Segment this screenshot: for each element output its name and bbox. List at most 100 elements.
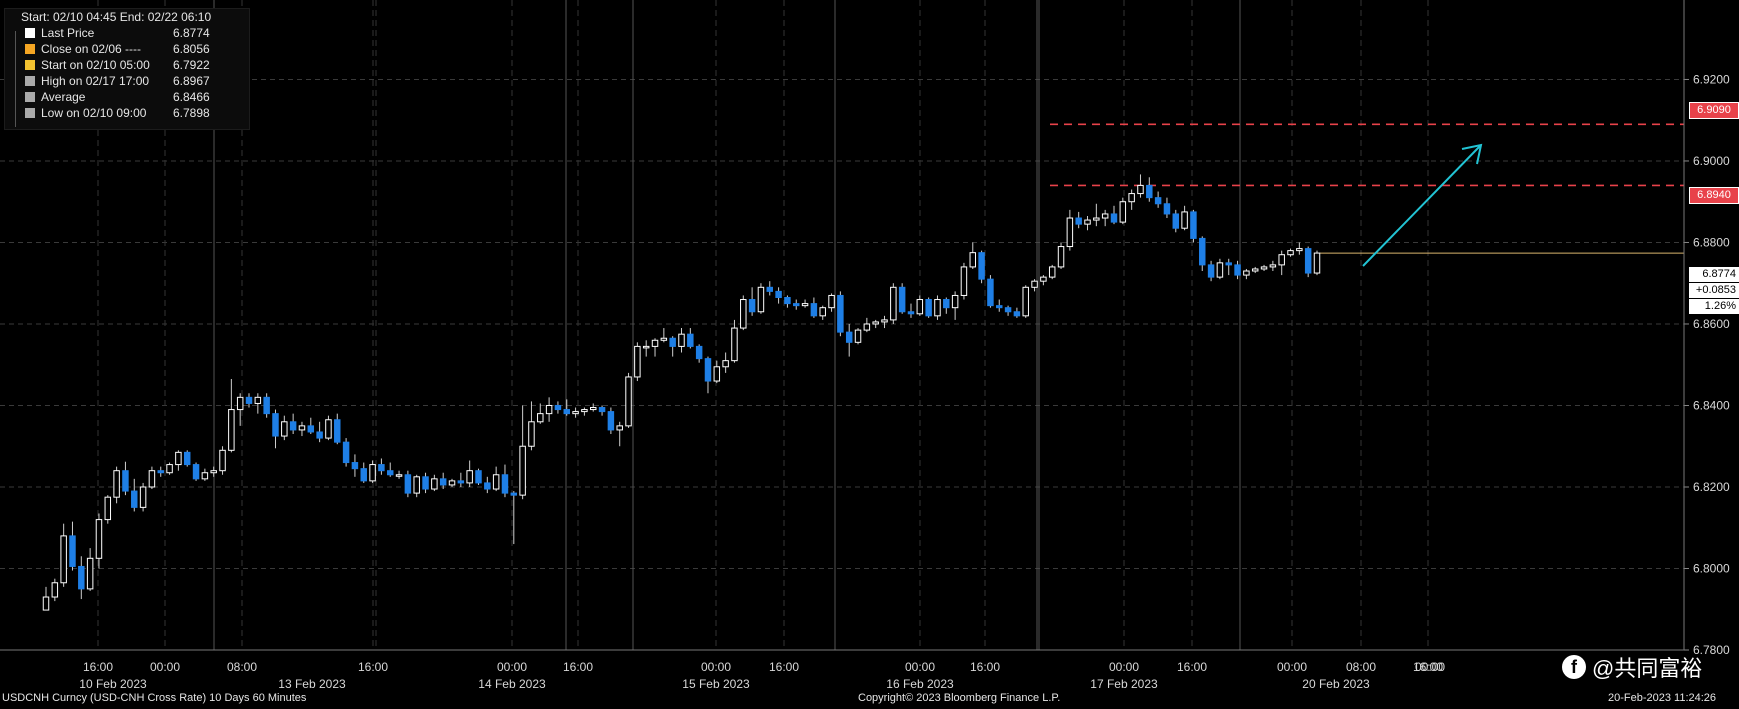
- candle-body-up: [113, 470, 120, 498]
- y-tick-label: 6.9200: [1693, 72, 1730, 86]
- candle-body-up: [492, 474, 500, 490]
- candle-body-down: [69, 535, 76, 567]
- legend-value: 6.8056: [173, 42, 210, 56]
- candle-body-down: [607, 411, 615, 431]
- candle-body-up: [1084, 219, 1091, 225]
- candle: [907, 303, 915, 318]
- up-arrow-annotation: [1362, 143, 1483, 267]
- candle: [784, 295, 791, 308]
- candle-body-down: [907, 311, 915, 315]
- candle: [519, 405, 526, 500]
- candle-body-up: [589, 407, 597, 411]
- candle-body-up: [678, 333, 685, 347]
- candle-body-down: [695, 345, 703, 360]
- candle: [148, 466, 156, 490]
- candle-body-up: [228, 409, 235, 451]
- legend-row: Start on 02/10 05:00 6.7922: [5, 57, 249, 73]
- candle-body-up: [51, 582, 59, 598]
- candle-body-down: [342, 441, 350, 464]
- x-tick-label: 00:00: [1415, 660, 1445, 674]
- candle: [563, 399, 570, 416]
- candle: [69, 521, 76, 571]
- candle: [704, 356, 712, 394]
- candle: [722, 352, 729, 373]
- arrow-shaft: [1362, 145, 1481, 267]
- candle-body-down: [978, 252, 985, 280]
- x-tick-label: 16:00: [970, 660, 1000, 674]
- candle-body-down: [898, 286, 906, 313]
- candle: [642, 340, 650, 357]
- x-tick-label: 16:00: [769, 660, 799, 674]
- candle: [219, 446, 226, 475]
- candle-body-up: [731, 327, 738, 362]
- candle-body-up: [1278, 254, 1285, 266]
- candle: [316, 421, 323, 443]
- candle: [475, 468, 482, 485]
- legend-row: Last Price 6.8774: [5, 25, 249, 41]
- candle: [651, 338, 659, 357]
- candle-body-down: [563, 409, 570, 415]
- last-price-label: 6.8774: [1689, 267, 1739, 282]
- candle: [607, 407, 615, 435]
- candle-body-down: [122, 470, 129, 492]
- candle: [263, 393, 270, 418]
- candle: [581, 407, 588, 416]
- candle: [934, 295, 941, 320]
- legend-swatch: [25, 44, 35, 54]
- candle-body-down: [1013, 311, 1021, 317]
- candle: [951, 291, 959, 320]
- candle: [660, 328, 668, 343]
- lower-level-label: 6.8940: [1689, 187, 1739, 204]
- candle: [1101, 209, 1109, 227]
- x-date-label: 16 Feb 2023: [886, 677, 954, 691]
- candle: [413, 474, 420, 498]
- candle: [687, 328, 694, 349]
- candle: [1163, 197, 1171, 219]
- candle-body-up: [325, 419, 332, 439]
- candle: [810, 297, 818, 318]
- legend-header: Start: 02/10 04:45 End: 02/22 06:10: [21, 10, 212, 24]
- candle: [131, 478, 138, 512]
- legend-swatch: [25, 108, 35, 118]
- candle: [925, 297, 932, 318]
- candle: [51, 578, 59, 602]
- candle-body-up: [1313, 252, 1321, 274]
- legend-label: High on 02/17 17:00: [41, 74, 150, 88]
- x-tick-label: 00:00: [150, 660, 180, 674]
- candle: [819, 305, 826, 320]
- candle-body-down: [1304, 248, 1312, 274]
- candle: [1154, 191, 1162, 208]
- arrow-head: [1461, 143, 1483, 165]
- x-tick-label: 08:00: [227, 660, 257, 674]
- candle: [916, 295, 924, 316]
- x-tick-label: 00:00: [1277, 660, 1307, 674]
- candle: [554, 401, 562, 414]
- candle: [775, 287, 782, 304]
- x-tick-label: 16:00: [83, 660, 113, 674]
- candle: [748, 287, 756, 316]
- candle-body-up: [236, 396, 244, 411]
- legend-swatch: [25, 28, 35, 38]
- y-tick-label: 6.8600: [1693, 317, 1730, 331]
- candle: [1269, 260, 1277, 272]
- x-date-label: 13 Feb 2023: [278, 677, 346, 691]
- candle-body-up: [1269, 264, 1277, 268]
- candle-body-down: [78, 565, 85, 590]
- x-tick-label: 08:00: [1346, 660, 1376, 674]
- watermark: f @共同富裕: [1562, 651, 1702, 683]
- candle: [175, 450, 182, 471]
- y-tick-label: 6.9000: [1693, 154, 1730, 168]
- candle: [537, 403, 544, 424]
- candle-body-down: [457, 480, 465, 484]
- candle-body-down: [766, 286, 774, 292]
- x-date-label: 15 Feb 2023: [682, 677, 750, 691]
- candle-body-down: [386, 470, 394, 476]
- candle: [1243, 268, 1250, 280]
- candle-body-up: [625, 376, 632, 427]
- candle: [369, 460, 376, 483]
- candle-body-down: [1146, 184, 1153, 199]
- y-tick-label: 6.8200: [1693, 480, 1730, 494]
- candle-body-up: [801, 303, 809, 307]
- candle-body-down: [810, 303, 818, 317]
